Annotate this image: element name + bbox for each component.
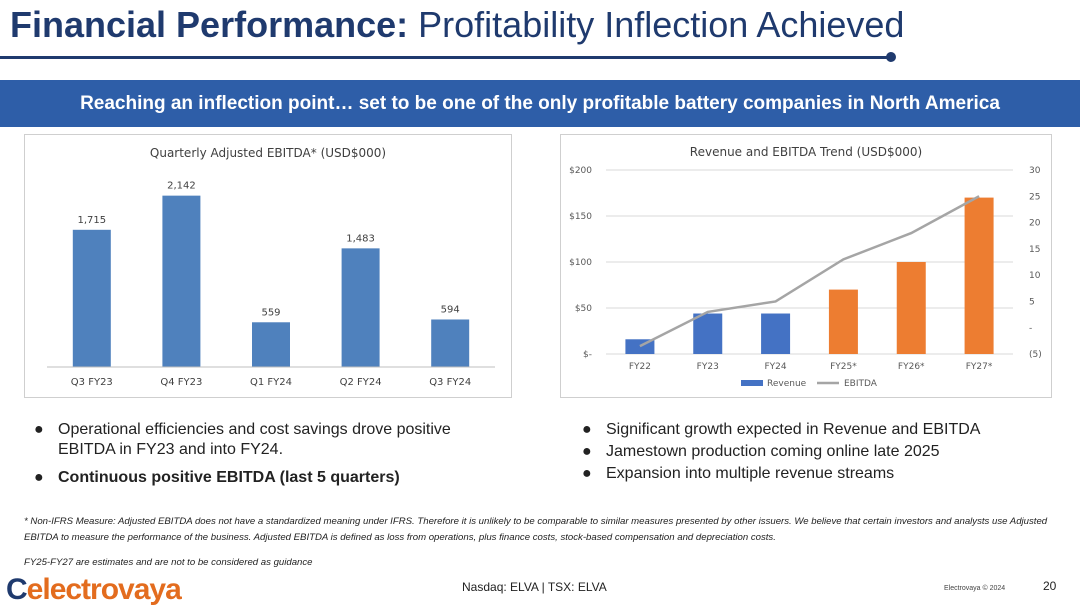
- y-right-tick-label: 10: [1029, 271, 1041, 281]
- copyright: Electrovaya © 2024: [944, 585, 1006, 592]
- right-bullet-list: ● Significant growth expected in Revenue …: [578, 420, 1048, 492]
- chart-title: Revenue and EBITDA Trend (USD$000): [690, 145, 922, 159]
- x-tick-label: FY24: [765, 362, 787, 372]
- left-bullet-list: ● Operational efficiencies and cost savin…: [30, 420, 500, 496]
- bullet-text: Operational efficiencies and cost saving…: [58, 421, 451, 458]
- y-left-tick-label: $100: [569, 258, 592, 268]
- x-tick-label: FY27*: [966, 362, 993, 372]
- x-tick-label: Q4 FY23: [160, 377, 202, 388]
- title-rule: [0, 56, 888, 59]
- bar-q3-fy24: [431, 319, 470, 367]
- data-label: 594: [441, 304, 460, 315]
- bullet-text: Significant growth expected in Revenue a…: [606, 421, 981, 438]
- y-left-tick-label: $200: [569, 166, 592, 176]
- revenue-ebitda-trend-chart: Revenue and EBITDA Trend (USD$000) $- $50 $…: [569, 145, 1042, 389]
- y-right-tick-label: 25: [1029, 192, 1040, 202]
- stock-ticker: Nasdaq: ELVA | TSX: ELVA: [462, 580, 607, 594]
- bar-q4-fy23: [162, 195, 201, 367]
- list-item: ● Jamestown production coming online late…: [578, 442, 1048, 462]
- bullet-icon: ●: [582, 465, 592, 482]
- title-subtitle: Profitability Inflection Achieved: [418, 4, 905, 45]
- x-tick-label: FY25*: [830, 362, 857, 372]
- bullet-text: Jamestown production coming online late …: [606, 443, 940, 460]
- y-right-tick-label: -: [1029, 324, 1032, 334]
- y-right-tick-label: 5: [1029, 297, 1035, 307]
- electrovaya-logo: Celectrovaya: [6, 573, 182, 607]
- bar-q2-fy24: [341, 248, 380, 367]
- title-bold: Financial Performance:: [10, 4, 409, 45]
- y-left-tick-label: $150: [569, 212, 592, 222]
- bar-q1-fy24: [252, 322, 290, 367]
- x-tick-label: Q3 FY24: [429, 377, 471, 388]
- revenue-bar-fy27: [964, 197, 994, 354]
- bullet-text: Expansion into multiple revenue streams: [606, 465, 895, 482]
- legend-ebitda-label: EBITDA: [844, 379, 878, 389]
- y-left-tick-label: $50: [575, 304, 592, 314]
- x-tick-label: FY26*: [898, 362, 925, 372]
- y-left-tick-label: $-: [583, 350, 592, 360]
- bullet-text: Continuous positive EBITDA (last 5 quart…: [58, 469, 400, 486]
- x-tick-label: Q3 FY23: [71, 377, 113, 388]
- y-right-tick-label: (5): [1029, 350, 1042, 360]
- list-item: ● Continuous positive EBITDA (last 5 quar…: [30, 468, 500, 488]
- bullet-icon: ●: [34, 421, 44, 438]
- data-label: 559: [261, 307, 280, 318]
- y-right-tick-label: 20: [1029, 219, 1041, 229]
- logo-text: electrovaya: [26, 573, 182, 606]
- revenue-bar-fy24: [761, 313, 791, 354]
- legend-revenue-label: Revenue: [767, 379, 807, 389]
- bullet-icon: ●: [582, 421, 592, 438]
- revenue-bar-fy26: [896, 262, 926, 354]
- page-number: 20: [1043, 579, 1057, 593]
- logo-mark-icon: C: [6, 573, 28, 606]
- bar-q3-fy23: [72, 229, 111, 367]
- ebitda-chart-panel: Quarterly Adjusted EBITDA* (USD$000) 1,71…: [24, 134, 512, 398]
- chart-title: Quarterly Adjusted EBITDA* (USD$000): [150, 146, 386, 160]
- ifrs-footnote: * Non-IFRS Measure: Adjusted EBITDA does…: [24, 516, 1048, 543]
- x-tick-label: FY22: [629, 362, 651, 372]
- data-label: 2,142: [167, 181, 196, 192]
- x-tick-label: Q1 FY24: [250, 377, 292, 388]
- title-rule-dot: [886, 52, 896, 62]
- y-right-tick-label: 30: [1029, 166, 1041, 176]
- bullet-icon: ●: [582, 443, 592, 460]
- x-tick-label: FY23: [697, 362, 719, 372]
- revenue-bar-fy23: [693, 313, 723, 354]
- legend-revenue-swatch: [741, 380, 763, 386]
- data-label: 1,483: [346, 233, 375, 244]
- list-item: ● Operational efficiencies and cost savin…: [30, 420, 500, 460]
- estimates-footnote: FY25-FY27 are estimates and are not to b…: [24, 557, 313, 568]
- revenue-bar-fy25: [828, 289, 858, 354]
- page-title: Financial Performance: Profitability Inf…: [10, 4, 904, 46]
- headline-banner: Reaching an inflection point… set to be …: [0, 80, 1080, 127]
- list-item: ● Expansion into multiple revenue streams: [578, 464, 1048, 484]
- revenue-ebitda-chart-panel: Revenue and EBITDA Trend (USD$000) $- $50 $…: [560, 134, 1052, 398]
- ebitda-line: [639, 195, 980, 348]
- y-right-tick-label: 15: [1029, 245, 1040, 255]
- data-label: 1,715: [77, 215, 106, 226]
- list-item: ● Significant growth expected in Revenue …: [578, 420, 1048, 440]
- bullet-icon: ●: [34, 469, 44, 486]
- quarterly-ebitda-chart: Quarterly Adjusted EBITDA* (USD$000) 1,71…: [47, 146, 495, 388]
- x-tick-label: Q2 FY24: [340, 377, 382, 388]
